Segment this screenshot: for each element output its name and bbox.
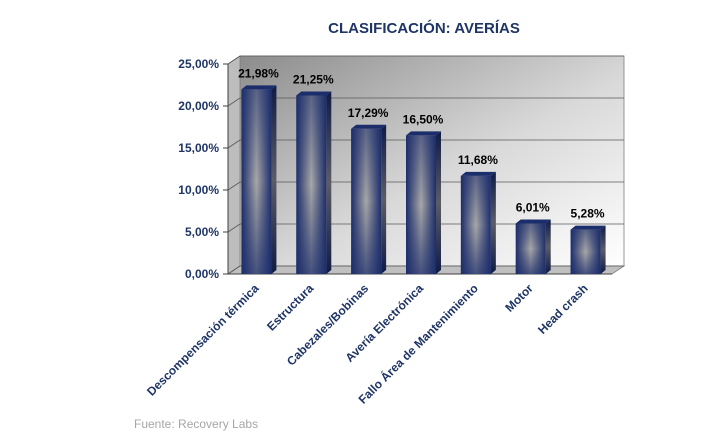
x-tick-label: Fallo Área de Mantenimiento — [355, 281, 481, 407]
bar — [296, 91, 332, 274]
x-tick-label: Descompensación térmica — [144, 281, 262, 399]
side-wall — [227, 55, 241, 275]
bar-side — [326, 91, 332, 274]
x-tick-label: Head crash — [535, 281, 591, 337]
bar-top — [241, 85, 277, 90]
y-tick-label: 5,00% — [185, 225, 219, 239]
bar-side — [490, 171, 496, 274]
bar-shade — [296, 95, 327, 274]
bar-shade — [241, 89, 272, 274]
bar-top — [570, 225, 606, 230]
y-tick-label: 20,00% — [178, 99, 219, 113]
bar-top — [460, 171, 496, 176]
gridline-depth — [227, 265, 241, 275]
data-labels: 21,98% 21,25% 17,29% 16,50% 11,68% 6,01% 5,28% — [238, 66, 605, 220]
gridline-depth — [227, 97, 241, 107]
chart-title: CLASIFICACIÓN: AVERÍAS — [328, 19, 520, 37]
gridline-depth — [227, 223, 241, 233]
y-tick-label: 15,00% — [178, 141, 219, 155]
data-label: 11,68% — [458, 153, 498, 167]
bar-side — [271, 85, 277, 274]
bar — [515, 219, 551, 274]
gridline-depth — [227, 139, 241, 149]
data-label: 17,29% — [348, 106, 389, 120]
bars — [241, 85, 606, 274]
bar — [570, 225, 606, 274]
gridline-depth — [227, 55, 241, 65]
bar-side — [436, 131, 441, 274]
bar-shade — [351, 128, 382, 274]
bar-side — [545, 219, 551, 274]
bar-shade — [515, 223, 546, 274]
data-label: 6,01% — [516, 201, 550, 215]
y-axis-ticks: 0,00% 5,00% 10,00% 15,00% 20,00% 25,00% — [178, 57, 228, 281]
bar — [460, 171, 496, 274]
data-label: 5,28% — [571, 207, 605, 221]
source-note: Fuente: Recovery Labs — [134, 417, 258, 431]
bar-side — [381, 124, 387, 274]
y-tick-label: 10,00% — [178, 183, 219, 197]
bar-top — [296, 91, 332, 96]
bar-side — [600, 225, 606, 274]
data-label: 21,25% — [293, 73, 334, 87]
gridline-depth — [227, 181, 241, 191]
bar-top — [351, 124, 387, 129]
bar-top — [515, 219, 551, 224]
bar-shade — [570, 229, 601, 274]
x-tick-label: Estructura — [264, 281, 317, 334]
bar-shade — [460, 175, 491, 274]
x-axis-ticks: Descompensación térmica EstructuraCabezal… — [144, 281, 591, 407]
x-tick-label: Motor — [502, 281, 536, 315]
bar — [406, 131, 441, 274]
y-tick-label: 25,00% — [178, 57, 219, 71]
y-tick-label: 0,00% — [185, 267, 219, 281]
bar-top — [406, 131, 441, 136]
bar — [351, 124, 387, 274]
bar — [241, 85, 277, 274]
data-label: 16,50% — [403, 112, 444, 126]
data-label: 21,98% — [238, 66, 279, 80]
bar-shade — [406, 135, 436, 274]
